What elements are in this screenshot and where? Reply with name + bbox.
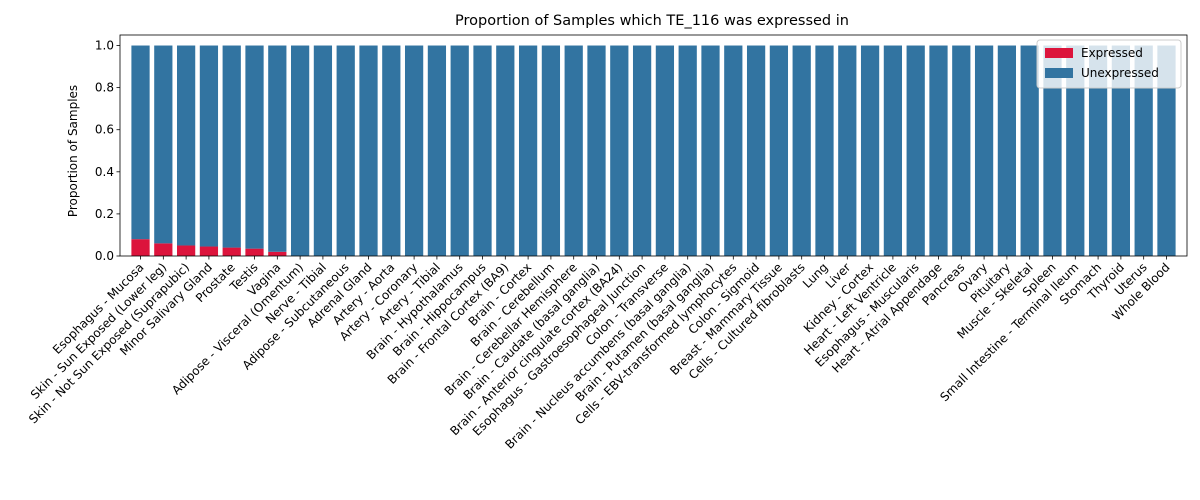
bar-unexpressed-40 — [1043, 45, 1062, 257]
bar-unexpressed-20 — [587, 45, 606, 257]
bar-unexpressed-37 — [974, 45, 994, 257]
bar-unexpressed-27 — [746, 45, 766, 257]
bar-unexpressed-28 — [769, 45, 789, 257]
bar-unexpressed-18 — [541, 45, 561, 257]
bar-unexpressed-39 — [1020, 45, 1039, 257]
legend: Expressed Unexpressed — [1036, 39, 1182, 89]
bar-expressed-5 — [245, 248, 264, 256]
bar-unexpressed-0 — [131, 45, 150, 240]
bar-unexpressed-44 — [1134, 45, 1153, 257]
bar-unexpressed-21 — [610, 45, 629, 257]
bar-expressed-0 — [131, 239, 150, 256]
bar-unexpressed-41 — [1066, 45, 1085, 257]
bar-unexpressed-35 — [929, 45, 948, 257]
bar-unexpressed-11 — [382, 45, 401, 257]
y-tick-label: 0.2 — [95, 207, 114, 221]
bar-expressed-3 — [199, 246, 219, 256]
bar-unexpressed-16 — [496, 45, 515, 257]
legend-label-unexpressed: Unexpressed — [1081, 66, 1159, 80]
y-tick-label: 1.0 — [95, 39, 114, 53]
y-tick-label: 0.0 — [95, 249, 114, 263]
chart-title: Proportion of Samples which TE_116 was e… — [455, 13, 849, 29]
bar-unexpressed-12 — [404, 45, 424, 257]
bar-unexpressed-34 — [906, 45, 925, 257]
bar-unexpressed-29 — [792, 45, 811, 257]
bars-layer — [131, 45, 1176, 257]
bar-unexpressed-33 — [883, 45, 903, 257]
x-tick-label: Lung — [800, 260, 831, 291]
bar-unexpressed-8 — [313, 45, 333, 257]
y-tick-label: 0.6 — [95, 123, 114, 137]
x-tick-label: Skin - Not Sun Exposed (Suprapubic) — [26, 260, 192, 426]
bar-unexpressed-5 — [245, 45, 264, 249]
bar-unexpressed-17 — [518, 45, 538, 257]
axes-layer — [119, 34, 1188, 257]
bar-unexpressed-45 — [1157, 45, 1176, 257]
legend-label-expressed: Expressed — [1081, 46, 1143, 60]
bar-unexpressed-43 — [1111, 45, 1131, 257]
y-tick-label: 0.8 — [95, 81, 114, 95]
bar-unexpressed-4 — [222, 45, 241, 248]
bar-unexpressed-3 — [199, 45, 219, 247]
plot-frame — [119, 34, 1188, 257]
bar-unexpressed-10 — [359, 45, 378, 257]
bar-expressed-2 — [176, 245, 196, 256]
bar-unexpressed-15 — [473, 45, 492, 257]
bar-unexpressed-26 — [724, 45, 743, 257]
bar-unexpressed-13 — [427, 45, 447, 257]
y-axis-title: Proportion of Samples — [66, 85, 80, 217]
y-tick-label: 0.4 — [95, 165, 114, 179]
bar-unexpressed-1 — [154, 45, 173, 244]
bar-unexpressed-30 — [815, 45, 834, 257]
bar-expressed-4 — [222, 247, 241, 256]
bar-expressed-6 — [268, 251, 287, 256]
bar-unexpressed-23 — [655, 45, 675, 257]
bar-unexpressed-38 — [997, 45, 1017, 257]
bar-unexpressed-19 — [564, 45, 583, 257]
legend-swatch-unexpressed — [1045, 68, 1073, 78]
bar-unexpressed-32 — [860, 45, 880, 257]
bar-unexpressed-9 — [336, 45, 355, 257]
bar-unexpressed-7 — [290, 45, 310, 257]
bar-unexpressed-22 — [632, 45, 652, 257]
bar-expressed-1 — [154, 243, 173, 256]
bar-unexpressed-2 — [176, 45, 196, 246]
bar-unexpressed-36 — [952, 45, 971, 257]
bar-unexpressed-31 — [838, 45, 857, 257]
y-ticks: 0.0 0.2 0.4 0.6 0.8 1.0 — [95, 39, 120, 263]
bar-unexpressed-25 — [701, 45, 720, 257]
bar-unexpressed-42 — [1088, 45, 1108, 257]
bar-unexpressed-24 — [678, 45, 697, 257]
bar-unexpressed-6 — [268, 45, 287, 252]
bar-unexpressed-14 — [450, 45, 469, 257]
legend-swatch-expressed — [1045, 48, 1073, 58]
